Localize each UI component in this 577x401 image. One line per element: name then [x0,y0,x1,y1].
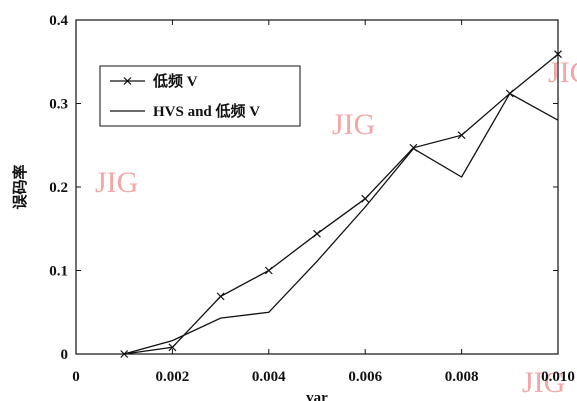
series-1-point [361,194,370,203]
watermark-4: JIG [522,366,565,399]
series-1-point [457,131,466,140]
axis-ticks: 0 0.002 0.004 0.006 0.008 0.010 0 0.1 0.2 0.3 0.4 [49,13,575,385]
series-2-line [124,92,559,355]
x-tick-label: 0.010 [541,369,575,385]
legend-label-2: HVS and 低频 V [153,102,260,120]
legend: 低频 V HVS and 低频 V [99,65,301,127]
x-tick-label: 0.006 [348,369,382,385]
x-tick-label: 0 [72,369,80,385]
y-tick-label: 0 [61,347,69,363]
series-1-point [264,266,273,275]
watermark-2: JIG [332,108,375,141]
y-tick-label: 0.2 [49,180,68,196]
legend-label-1: 低频 V [152,72,198,90]
series-1-point [313,229,321,238]
watermark-3: JIG [548,56,577,89]
y-tick-label: 0.1 [49,264,68,280]
legend-box [99,65,301,127]
series-1-point [216,292,225,301]
series-layer [120,50,562,358]
watermark-1: JIG [95,166,138,199]
x-tick-label: 0.002 [156,369,190,385]
x-axis-label: var [306,390,328,401]
series-1-point [168,343,177,352]
x-tick-label: 0.004 [252,369,286,385]
x-tick-label: 0.008 [445,369,479,385]
legend-marker-1 [123,77,132,85]
y-axis-label: 误码率 [11,164,29,209]
series-1-point [554,50,562,59]
y-tick-label: 0.4 [49,13,68,29]
y-tick-label: 0.3 [49,97,68,113]
series-1-line [124,53,559,355]
